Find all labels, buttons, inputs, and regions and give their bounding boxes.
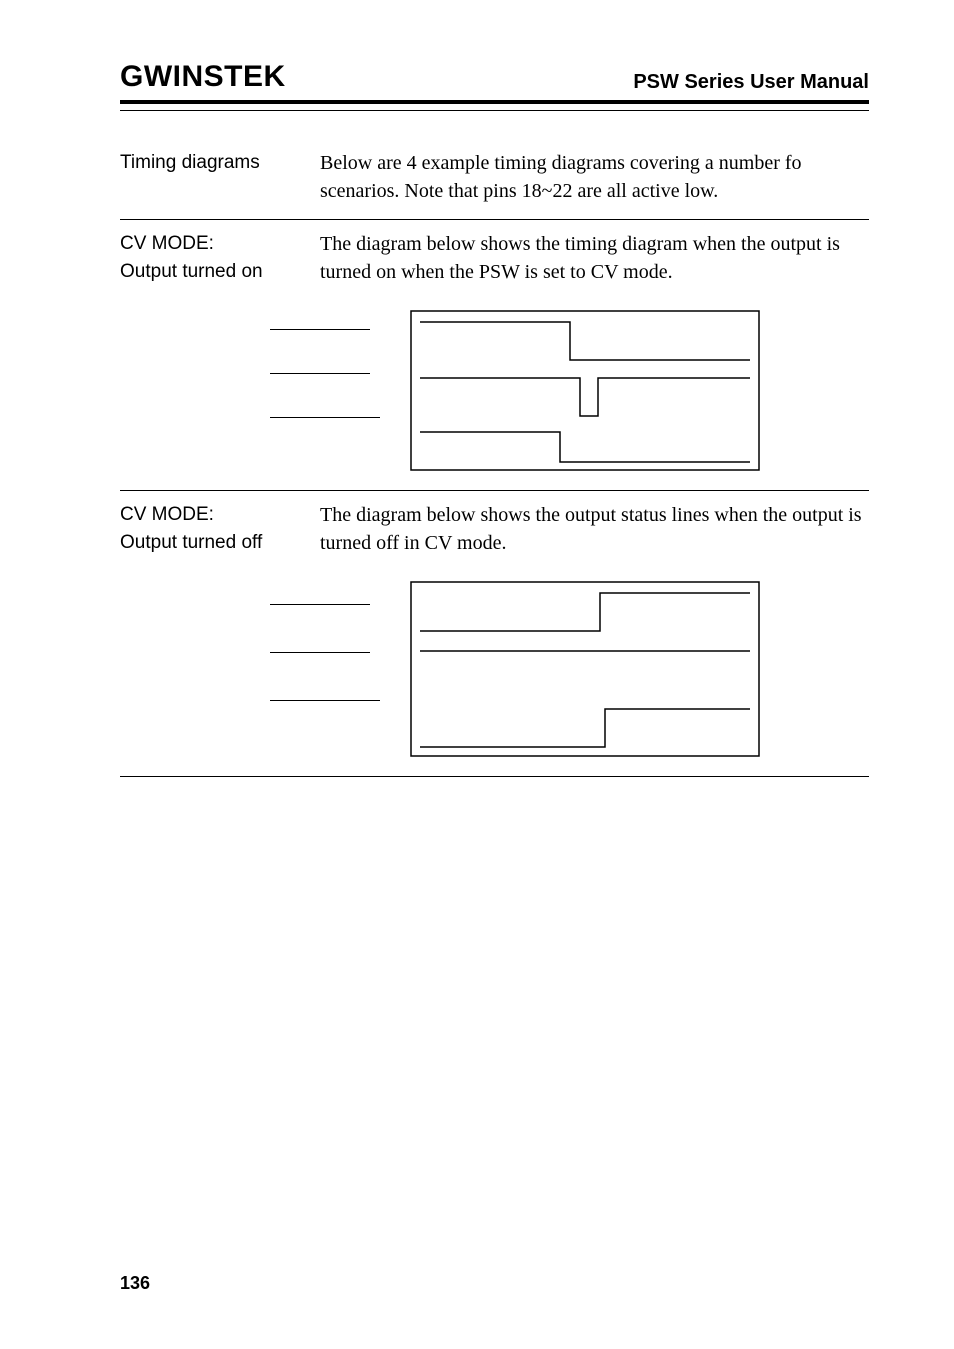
timing-chart-svg bbox=[410, 310, 760, 472]
signal-label-line bbox=[270, 699, 380, 701]
label-line1: CV MODE: bbox=[120, 501, 320, 529]
diagram-cv-on bbox=[120, 300, 869, 491]
timing-diagram bbox=[120, 581, 869, 758]
section-body: The diagram below shows the output statu… bbox=[320, 501, 869, 557]
label-line2: Output turned on bbox=[120, 258, 320, 286]
label-line1: CV MODE: bbox=[120, 230, 320, 258]
manual-title: PSW Series User Manual bbox=[633, 71, 869, 94]
signal-label-line bbox=[270, 328, 370, 330]
section-label: CV MODE: Output turned off bbox=[120, 501, 320, 557]
timing-diagram bbox=[120, 310, 869, 472]
brand-logo: GWINSTEK bbox=[120, 60, 286, 94]
page-header: GWINSTEK PSW Series User Manual bbox=[120, 60, 869, 104]
header-rule bbox=[120, 110, 869, 111]
signal-label-line bbox=[270, 651, 370, 653]
label-line2: Output turned off bbox=[120, 529, 320, 557]
page-number: 136 bbox=[120, 1273, 150, 1294]
section-label: Timing diagrams bbox=[120, 149, 320, 205]
diagram-cv-off bbox=[120, 571, 869, 777]
section-cv-on: CV MODE: Output turned on The diagram be… bbox=[120, 220, 869, 300]
signal-label-line bbox=[270, 603, 370, 605]
chart-frame bbox=[411, 582, 759, 756]
section-body: Below are 4 example timing diagrams cove… bbox=[320, 149, 869, 205]
section-body: The diagram below shows the timing diagr… bbox=[320, 230, 869, 286]
timing-chart-svg bbox=[410, 581, 760, 758]
section-label: CV MODE: Output turned on bbox=[120, 230, 320, 286]
chart-frame bbox=[411, 311, 759, 470]
section-timing-diagrams: Timing diagrams Below are 4 example timi… bbox=[120, 139, 869, 220]
page: GWINSTEK PSW Series User Manual Timing d… bbox=[0, 0, 954, 1349]
signal-label-line bbox=[270, 416, 380, 418]
signal-label-line bbox=[270, 372, 370, 374]
section-cv-off: CV MODE: Output turned off The diagram b… bbox=[120, 491, 869, 571]
